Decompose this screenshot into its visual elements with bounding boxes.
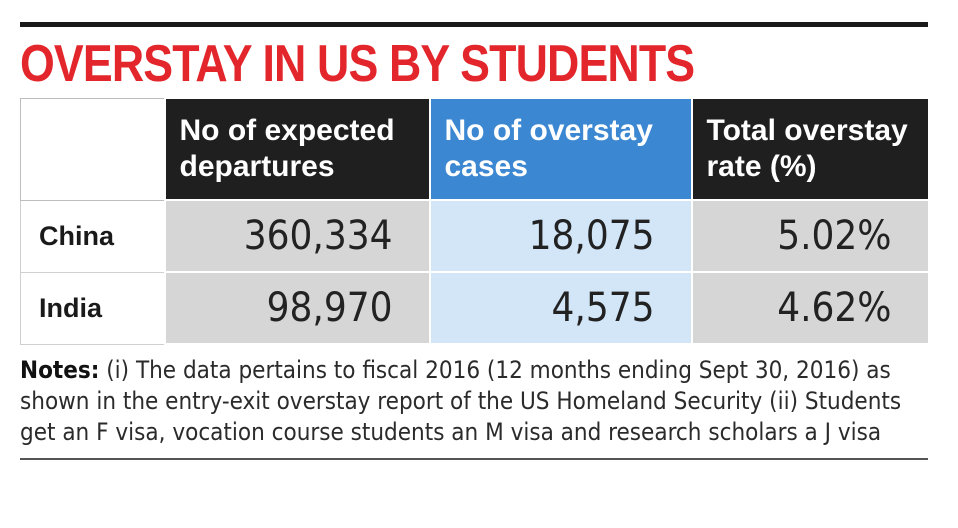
table-row-china: China 360,334 18,075 5.02% xyxy=(20,199,930,273)
cell-overstay-rate: 5.02% xyxy=(690,199,930,273)
cell-overstay-rate: 4.62% xyxy=(690,271,930,345)
header-overstay-rate: Total overstay rate (%) xyxy=(690,97,930,201)
header-expected-departures: No of expected departures xyxy=(163,97,431,201)
infographic: OVERSTAY IN US BY STUDENTS No of expecte… xyxy=(20,22,930,460)
data-table: No of expected departures No of overstay… xyxy=(20,97,930,345)
cell-expected-departures: 98,970 xyxy=(163,271,431,345)
notes-label: Notes: xyxy=(20,356,100,384)
table-row-india: India 98,970 4,575 4.62% xyxy=(20,271,930,345)
bottom-rule xyxy=(20,458,928,460)
header-row: No of expected departures No of overstay… xyxy=(20,97,930,201)
header-overstay-cases: No of overstay cases xyxy=(428,97,693,201)
top-rule xyxy=(20,22,928,27)
notes-text: (i) The data pertains to fiscal 2016 (12… xyxy=(20,356,902,446)
cell-expected-departures: 360,334 xyxy=(163,199,431,273)
header-corner xyxy=(20,97,165,201)
row-label: India xyxy=(20,271,165,345)
chart-title: OVERSTAY IN US BY STUDENTS xyxy=(20,35,695,93)
notes: Notes: (i) The data pertains to fiscal 2… xyxy=(20,355,928,448)
cell-overstay-cases: 18,075 xyxy=(428,199,693,273)
cell-overstay-cases: 4,575 xyxy=(428,271,693,345)
row-label: China xyxy=(20,199,165,273)
